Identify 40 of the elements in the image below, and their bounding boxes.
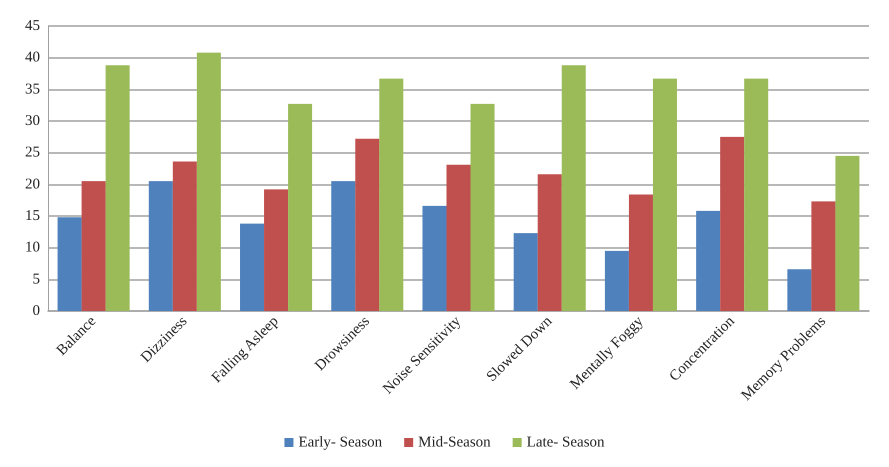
bar <box>835 156 860 311</box>
bar <box>811 201 836 311</box>
y-tick-label: 45 <box>25 18 40 34</box>
bar <box>628 194 653 311</box>
bar <box>744 78 768 311</box>
y-tick-label: 30 <box>25 113 40 129</box>
bar <box>422 206 446 311</box>
bar <box>240 224 264 311</box>
y-tick-label: 10 <box>25 240 40 256</box>
bar <box>514 233 538 311</box>
bar <box>288 104 312 311</box>
bar <box>720 136 744 311</box>
bar <box>148 181 173 311</box>
y-tick-label: 20 <box>25 176 40 192</box>
bar <box>446 164 471 311</box>
bar <box>106 65 130 311</box>
y-tick-label: 25 <box>25 144 40 161</box>
bar <box>264 189 288 311</box>
bar <box>538 174 562 311</box>
legend-label: Early- Season <box>298 434 383 450</box>
y-tick-label: 5 <box>32 271 40 288</box>
bar <box>470 104 495 311</box>
bar <box>58 217 82 311</box>
legend-label: Late- Season <box>526 434 606 450</box>
bar <box>82 181 106 311</box>
bar <box>696 210 720 311</box>
bar <box>379 78 404 311</box>
legend-label: Mid-Season <box>418 434 492 450</box>
bar <box>604 250 629 311</box>
bar <box>562 65 586 311</box>
bar <box>652 78 677 311</box>
y-tick-label: 35 <box>25 81 40 98</box>
bar <box>196 52 221 311</box>
y-tick-label: 40 <box>25 50 40 66</box>
bar <box>172 162 197 311</box>
bar <box>355 138 380 311</box>
bar <box>331 181 356 311</box>
y-tick-label: 15 <box>25 208 40 224</box>
bar <box>787 269 812 311</box>
y-tick-label: 0 <box>32 303 40 319</box>
